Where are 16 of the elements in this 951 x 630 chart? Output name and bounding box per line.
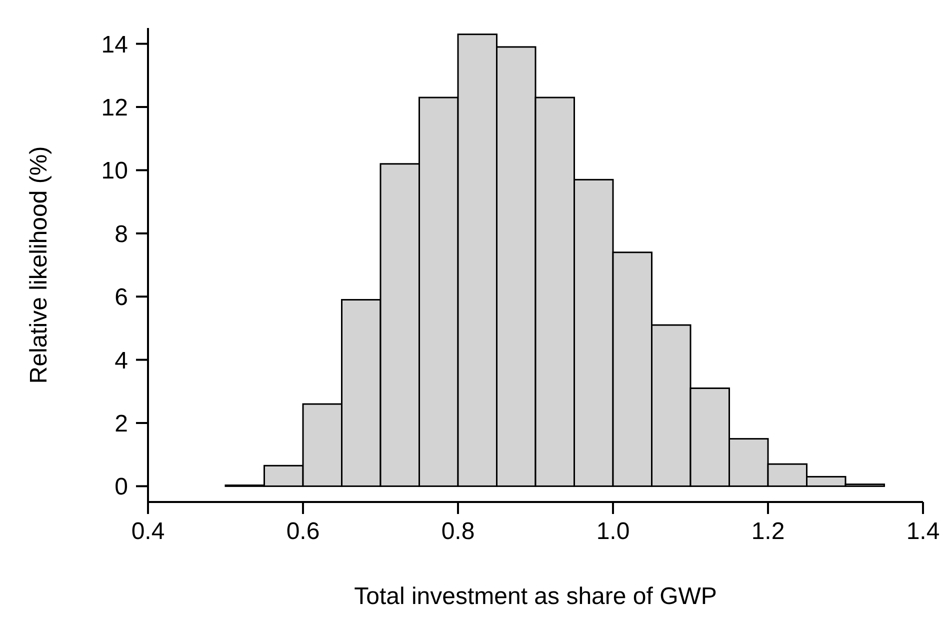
y-tick-label: 10 xyxy=(101,158,128,185)
y-tick-label: 4 xyxy=(114,347,128,374)
x-tick-label: 1.2 xyxy=(751,518,785,546)
y-tick-label: 8 xyxy=(114,220,128,248)
x-tick-label: 0.6 xyxy=(286,518,320,546)
x-tick-label: 0.8 xyxy=(441,518,475,546)
x-tick-label: 0.4 xyxy=(131,518,165,546)
y-tick-label: 14 xyxy=(101,31,128,58)
x-tick-label: 1.4 xyxy=(906,518,940,546)
y-axis-title: Relative likelihood (%) xyxy=(26,146,53,384)
y-tick-label: 6 xyxy=(114,284,128,312)
y-tick-label: 12 xyxy=(101,94,128,122)
x-axis-title: Total investment as share of GWP xyxy=(354,583,717,610)
x-tick-label: 1.0 xyxy=(596,518,630,546)
y-tick-label: 0 xyxy=(114,474,128,501)
y-tick-label: 2 xyxy=(114,410,128,438)
